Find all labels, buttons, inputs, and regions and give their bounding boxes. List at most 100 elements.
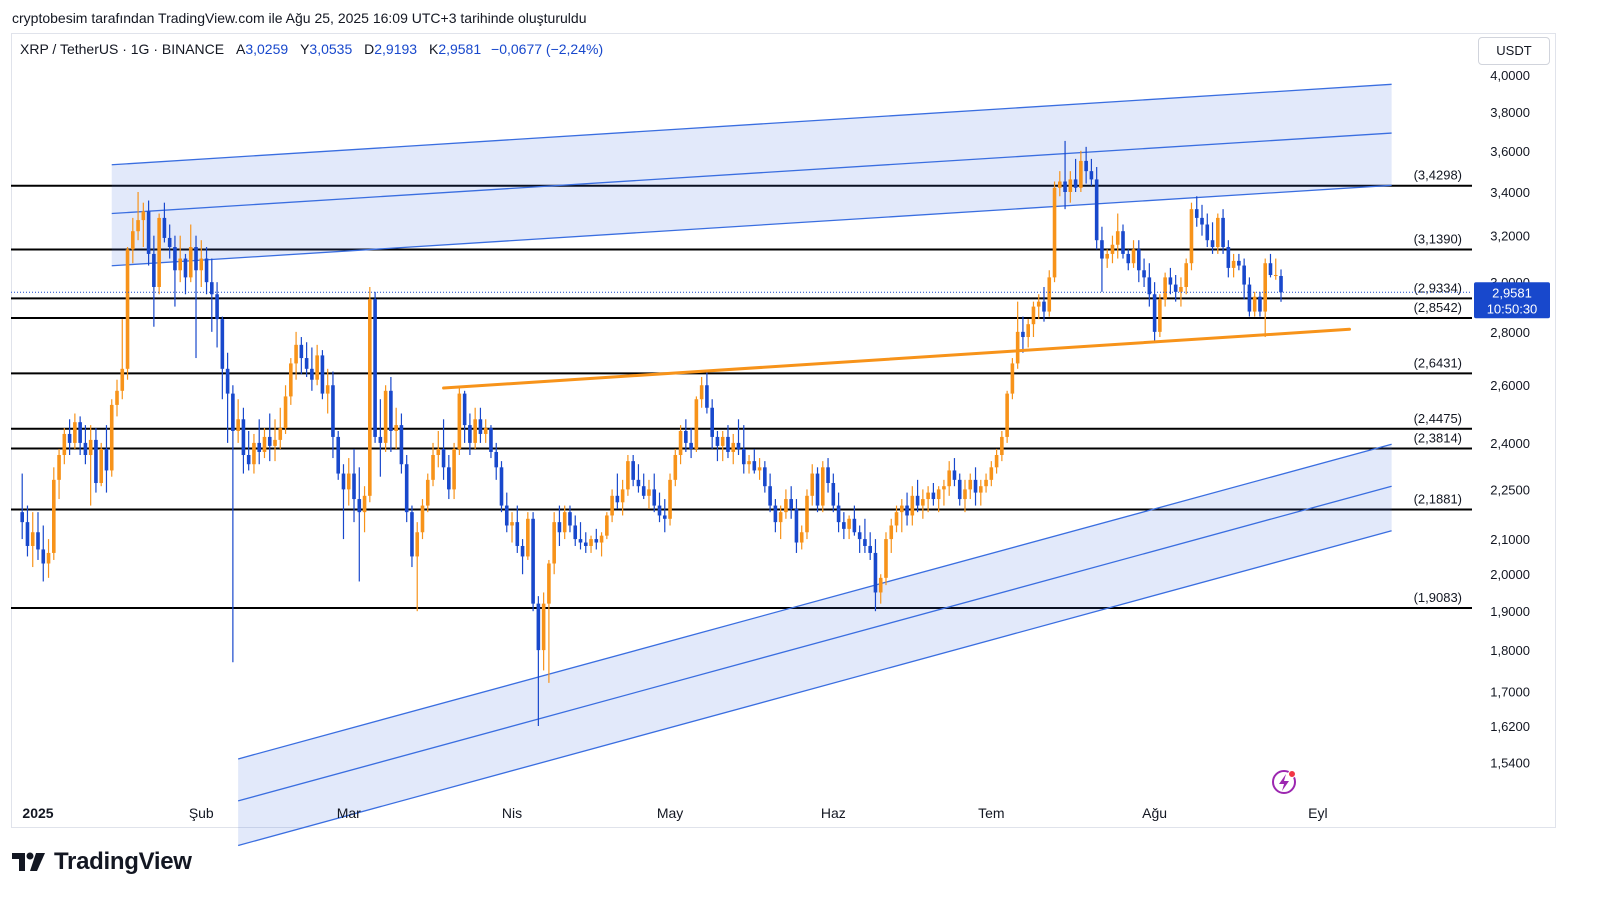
upper-channel-line[interactable]	[111, 83, 1392, 166]
candle	[1137, 240, 1141, 283]
candle-body	[547, 563, 551, 604]
candle	[852, 505, 857, 536]
candle	[547, 559, 551, 683]
candle	[425, 473, 430, 513]
candle-body	[1131, 249, 1136, 264]
y-tick-label: 2,4000	[1490, 436, 1530, 451]
candle	[331, 371, 335, 459]
candle	[410, 505, 414, 568]
orange-trend-line[interactable]	[442, 327, 1351, 390]
candle	[236, 399, 240, 443]
candle-body	[936, 489, 941, 500]
candle	[146, 200, 151, 266]
candle-body	[931, 492, 936, 500]
candle-body	[1237, 260, 1241, 266]
lower-channel-line[interactable]	[237, 530, 1392, 847]
candle-body	[520, 545, 525, 557]
candle	[1142, 258, 1146, 287]
open-label: A	[236, 41, 246, 57]
candle	[1026, 319, 1030, 348]
lower-channel-line[interactable]	[237, 443, 1392, 760]
candle-body	[220, 319, 225, 369]
candle	[763, 461, 767, 493]
candle	[831, 473, 836, 513]
candle-body	[57, 455, 61, 480]
candle-body	[805, 495, 809, 533]
candle	[1089, 158, 1094, 186]
upper-channel-line[interactable]	[111, 184, 1392, 267]
candle	[320, 350, 325, 400]
candle	[815, 467, 820, 513]
candle-body	[815, 473, 820, 506]
candle-body	[1279, 275, 1283, 293]
candle-body	[905, 505, 909, 516]
symbol-label[interactable]: XRP / TetherUS · 1G · BINANCE	[20, 41, 225, 57]
candle	[715, 430, 720, 462]
candle	[67, 419, 72, 456]
candle	[573, 515, 578, 546]
lower-channel-band[interactable]	[238, 444, 1392, 846]
low-value: 2,9193	[374, 41, 418, 57]
candle	[504, 492, 509, 533]
candle	[357, 467, 362, 582]
candle	[352, 448, 356, 523]
candle-body	[1089, 171, 1094, 180]
candle	[30, 512, 35, 568]
candle-body	[30, 532, 35, 546]
lightning-icon[interactable]	[1272, 770, 1296, 794]
candle	[289, 358, 293, 405]
candle-body	[657, 505, 662, 516]
upper-channel-band[interactable]	[111, 84, 1392, 266]
candle	[1231, 253, 1236, 278]
candle	[120, 319, 125, 400]
candle	[568, 505, 572, 533]
candle-body	[889, 525, 894, 540]
brand[interactable]: TradingView	[12, 848, 192, 876]
candle	[489, 425, 493, 459]
candle-body	[294, 344, 298, 364]
candle-body	[246, 455, 251, 465]
candle	[1131, 240, 1136, 268]
y-tick-label: 1,8000	[1490, 643, 1530, 658]
candle	[252, 433, 256, 474]
candle	[926, 486, 930, 513]
x-tick-label: Mar	[337, 805, 361, 821]
candle-body	[357, 499, 362, 513]
candle	[131, 217, 135, 264]
candle	[652, 473, 657, 513]
candle	[194, 235, 198, 359]
candle-body	[847, 518, 851, 529]
candle-body	[1073, 179, 1078, 188]
candle	[636, 464, 641, 493]
candle-body	[863, 539, 867, 546]
candle	[747, 455, 751, 474]
candle	[1021, 316, 1025, 353]
candle-body	[104, 448, 109, 471]
bar-countdown: 10:50:30	[1487, 301, 1538, 316]
price-axis[interactable]: 4,00003,80003,60003,40003,20003,00002,80…	[1490, 68, 1530, 771]
candle	[968, 473, 973, 500]
candle-body	[710, 407, 714, 437]
y-tick-label: 3,2000	[1490, 229, 1530, 244]
candle	[710, 399, 714, 449]
candle	[173, 235, 177, 307]
lower-channel-line[interactable]	[237, 485, 1392, 802]
candle	[736, 419, 741, 456]
candle	[210, 258, 214, 332]
candles	[20, 140, 1283, 727]
upper-channel-line[interactable]	[111, 132, 1392, 215]
candle-body	[1200, 217, 1204, 225]
candle-body	[478, 419, 483, 434]
candle	[336, 430, 341, 480]
time-axis[interactable]: 2025 Şub Mar Nis May Haz Tem Ağu Eyl	[22, 805, 1327, 821]
candle-body	[120, 368, 125, 391]
currency-button[interactable]: USDT	[1478, 37, 1550, 65]
candle-body	[188, 247, 193, 278]
candle-body	[973, 479, 978, 493]
candle	[789, 486, 793, 519]
candle-body	[557, 522, 562, 533]
candle	[694, 396, 699, 452]
candle-body	[894, 512, 899, 526]
x-tick-label: Şub	[189, 805, 214, 821]
